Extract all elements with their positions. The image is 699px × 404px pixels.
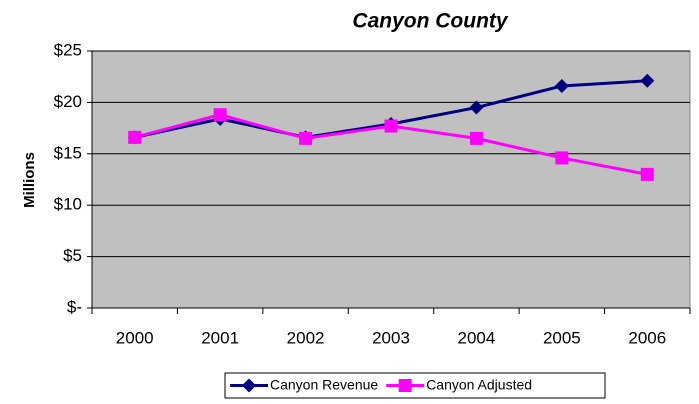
- chart-title: Canyon County: [352, 10, 508, 33]
- data-point: [128, 130, 142, 144]
- x-tick-label: 2002: [287, 328, 325, 347]
- y-tick-label: $-: [67, 297, 82, 316]
- y-tick-label: $20: [54, 92, 82, 111]
- x-tick-label: 2005: [543, 328, 581, 347]
- x-tick-label: 2003: [372, 328, 410, 347]
- data-point: [469, 100, 484, 115]
- x-tick-label: 2006: [628, 328, 666, 347]
- y-tick-label: $10: [54, 195, 82, 214]
- data-point: [213, 108, 227, 122]
- x-tick-label: 2001: [201, 328, 239, 347]
- x-tick-label: 2000: [116, 328, 154, 347]
- legend-marker: [242, 378, 256, 393]
- data-point: [554, 78, 569, 93]
- legend-label: Canyon Adjusted: [426, 377, 532, 393]
- y-axis-label: Millions: [21, 152, 38, 208]
- y-tick-label: $5: [63, 246, 82, 265]
- data-point: [384, 119, 398, 133]
- data-point: [555, 151, 569, 165]
- y-tick-label: $25: [54, 40, 82, 59]
- data-point: [640, 167, 654, 181]
- legend-label: Canyon Revenue: [270, 377, 378, 393]
- y-tick-label: $15: [54, 143, 82, 162]
- data-point: [469, 131, 483, 145]
- data-point: [299, 131, 313, 145]
- x-tick-label: 2004: [458, 328, 496, 347]
- plot-area: [91, 50, 691, 309]
- legend-marker: [398, 379, 412, 392]
- data-point: [640, 73, 655, 88]
